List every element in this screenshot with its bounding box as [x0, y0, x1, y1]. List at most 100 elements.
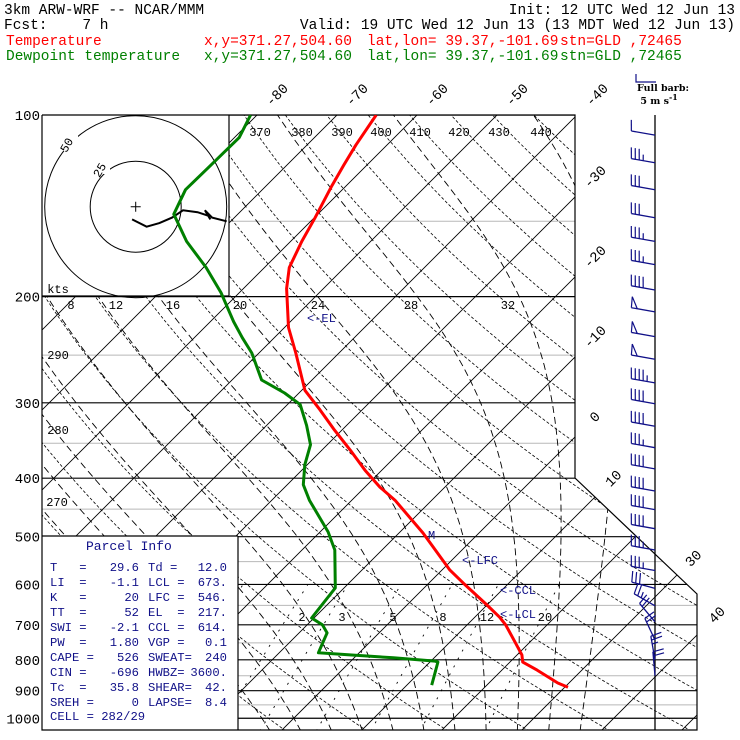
parcel-label: LCL =: [148, 576, 185, 590]
mixing-ratio-line: [315, 584, 402, 730]
wind-barb: [630, 432, 656, 449]
moist-adiabat-label: 12: [109, 299, 123, 313]
parcel-label: CIN =: [50, 666, 87, 680]
barb-legend-line1: Full barb:: [637, 83, 689, 94]
wind-barb-feather: [644, 611, 655, 619]
isotherm-label: 40: [706, 604, 729, 627]
pressure-label: 300: [15, 397, 40, 413]
parcel-value: 1.80: [109, 636, 139, 650]
temperature-legend: Temperature: [6, 34, 102, 50]
dry-adiabat-line: [119, 115, 697, 730]
parcel-row: K = 20 LFC = 546.: [50, 591, 230, 606]
isotherm-line: [42, 115, 433, 730]
isotherm-label: 30: [683, 548, 706, 571]
isotherm-label: -40: [583, 81, 612, 110]
dry-adiabat-label: 420: [448, 126, 470, 140]
parcel-label: SHEAR=: [148, 681, 192, 695]
pressure-label: 100: [15, 109, 40, 125]
pressure-label: 1000: [6, 712, 40, 728]
dry-adiabat-line: [202, 115, 697, 730]
dewpoint-latlon: lat,lon= 39.37,-101.69: [367, 49, 559, 65]
parcel-value: 217.: [197, 606, 227, 620]
dry-adiabat-label: 410: [409, 126, 431, 140]
wind-barb: [631, 570, 656, 589]
dry-adiabat-line: [42, 115, 692, 730]
wind-barb-shaft: [631, 184, 656, 191]
barb-legend: Full barb: 5 m s-1: [637, 83, 689, 108]
pressure-label: 500: [15, 531, 40, 547]
moist-adiabat-line: [393, 115, 562, 730]
dry-adiabat-line: [42, 115, 43, 730]
wind-barb: [630, 226, 656, 243]
moist-adiabat-line: [111, 115, 456, 730]
wind-barb: [630, 174, 656, 191]
wind-barb: [652, 648, 665, 676]
parcel-cell-row: CELL = 282/29: [50, 710, 146, 724]
pressure-label: 800: [15, 654, 40, 670]
barb-legend-exponent: -1: [668, 93, 678, 102]
wind-barb-feather: [631, 570, 634, 583]
dry-adiabat-label: 400: [370, 126, 392, 140]
isotherm-label: -20: [581, 243, 610, 272]
parcel-value: 526: [117, 651, 139, 665]
hodograph-ring-25: [89, 160, 182, 253]
pressure-label: 700: [15, 619, 40, 635]
wind-barb: [630, 202, 656, 219]
wind-barbs: [630, 74, 665, 676]
level-marker-m: M: [428, 529, 435, 543]
diagram-border: [41, 114, 698, 731]
parcel-value: 35.8: [109, 681, 139, 695]
dewpoint-xy: x,y=371.27,504.60: [204, 49, 352, 65]
moist-adiabat-line: [42, 115, 363, 730]
dewpoint-line: [172, 115, 440, 686]
parcel-label: EL =: [148, 606, 185, 620]
parcel-label: Tc =: [50, 681, 87, 695]
wind-barb: [630, 249, 656, 266]
isotherm-line: [601, 115, 697, 730]
isotherm-label: -10: [581, 323, 610, 352]
parcel-label: VGP =: [148, 636, 185, 650]
wind-barb-feather: [650, 631, 662, 637]
parcel-label: CAPE =: [50, 651, 94, 665]
wind-barb: [630, 343, 656, 360]
mixing-ratio-label: 2: [298, 611, 305, 625]
wind-barb: [630, 475, 656, 492]
wind-barb: [650, 631, 663, 660]
pressure-label: 600: [15, 578, 40, 594]
wind-barb: [633, 583, 656, 607]
isotherm-label: -70: [343, 81, 372, 110]
wind-barb-feather: [646, 615, 657, 623]
barb-legend-line2: 5 m s: [640, 96, 669, 108]
moist-adiabat-line: [277, 115, 520, 730]
temperature-station: stn=GLD ,72465: [560, 34, 682, 50]
hodograph-origin-icon: [130, 201, 141, 212]
parcel-label: LFC =: [148, 591, 185, 605]
dewpoint-station: stn=GLD ,72465: [560, 49, 682, 65]
parcel-row: T = 29.6 Td = 12.0: [50, 561, 230, 576]
moist-adiabat-line: [42, 115, 394, 730]
dry-adiabat-label: 380: [291, 126, 313, 140]
dry-adiabat-line: [160, 115, 697, 730]
wind-barb: [630, 410, 656, 427]
wind-barb-shaft: [631, 331, 656, 338]
mixing-ratio-label: 12: [480, 611, 494, 625]
ring-label-mask: [62, 133, 78, 151]
level-marker-ccl: <-CCL: [500, 584, 536, 598]
parcel-value: -2.1: [109, 621, 139, 635]
hodograph: 25 50 kts: [44, 115, 228, 299]
isotherm-label: 10: [603, 468, 626, 491]
wind-barb-half-feather: [652, 641, 659, 645]
wind-barb: [630, 321, 656, 338]
hodograph-ring-label: 25: [91, 161, 110, 180]
isotherm-line: [681, 115, 697, 730]
dry-adiabat-line: [367, 115, 697, 730]
wind-barb-feather: [651, 635, 663, 641]
moist-adiabat-line: [51, 115, 425, 730]
parcel-info-title: Parcel Info: [86, 539, 172, 554]
wind-barb-feather: [652, 648, 664, 653]
parcel-label: Td =: [148, 561, 178, 575]
temperature-line: [285, 115, 569, 689]
wind-barb: [630, 388, 656, 405]
